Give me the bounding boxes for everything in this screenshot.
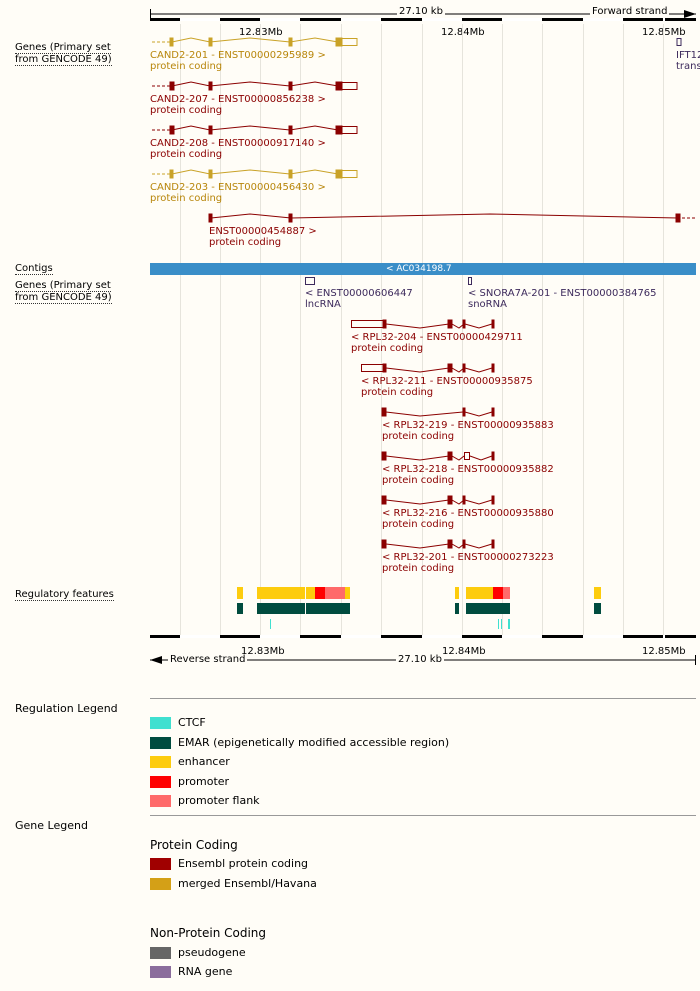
rpl32-218-glyph	[382, 452, 494, 460]
bottom-span-label: 27.10 kb	[396, 654, 444, 665]
cand2-201-name[interactable]: CAND2-201 - ENST00000295989 >	[150, 50, 326, 61]
legend-ctcf-swatch	[150, 717, 171, 729]
cand2-208-biotype: protein coding	[150, 149, 222, 160]
regulation-legend-divider	[150, 698, 696, 699]
cand2-208-name[interactable]: CAND2-208 - ENST00000917140 >	[150, 138, 326, 149]
regulation-legend-title: Regulation Legend	[15, 702, 118, 715]
lncrna-name[interactable]: < ENST00000606447	[305, 288, 413, 299]
snorna-glyph	[469, 278, 472, 285]
enst00000454887-biotype: protein coding	[209, 237, 281, 248]
bottom-strand-label: Reverse strand	[168, 654, 247, 665]
legend-emar-swatch	[150, 737, 171, 749]
track-label-regulatory[interactable]: Regulatory features	[15, 589, 114, 601]
transcript-cand2-208-glyph	[152, 126, 357, 134]
gene-legend-title: Gene Legend	[15, 819, 88, 832]
legend-enhancer-swatch	[150, 756, 171, 768]
transcript-enst00000454887-glyph	[209, 214, 695, 222]
rpl32-211-glyph	[362, 364, 495, 372]
cand2-207-biotype: protein coding	[150, 105, 222, 116]
rpl32-219-glyph	[382, 408, 494, 416]
rpl32-219-biotype: protein coding	[382, 431, 454, 442]
cand2-201-biotype: protein coding	[150, 61, 222, 72]
top-strand-label: Forward strand	[590, 6, 669, 17]
transcript-cand2-207-glyph	[152, 82, 357, 90]
rpl32-201-name[interactable]: < RPL32-201 - ENST00000273223	[382, 552, 554, 563]
rpl32-219-name[interactable]: < RPL32-219 - ENST00000935883	[382, 420, 554, 431]
ift-partial-biotype: trans	[676, 61, 700, 72]
track-label-contigs[interactable]: Contigs	[15, 263, 53, 275]
legend-pseudogene-swatch	[150, 947, 171, 959]
lncrna-glyph	[306, 278, 315, 285]
snorna-name[interactable]: < SNORA7A-201 - ENST00000384765	[468, 288, 657, 299]
forward-transcript-glyphs[interactable]	[150, 34, 698, 230]
gene-legend-divider	[150, 815, 696, 816]
cand2-203-biotype: protein coding	[150, 193, 222, 204]
ift-partial-glyph	[677, 39, 681, 46]
transcript-cand2-203-glyph	[152, 170, 357, 178]
rpl32-211-name[interactable]: < RPL32-211 - ENST00000935875	[361, 376, 533, 387]
rpl32-201-biotype: protein coding	[382, 563, 454, 574]
transcript-cand2-201-glyph	[152, 38, 357, 46]
rpl32-216-glyph	[382, 496, 494, 504]
snorna-biotype: snoRNA	[468, 299, 507, 310]
cand2-207-name[interactable]: CAND2-207 - ENST00000856238 >	[150, 94, 326, 105]
legend-merged-ensembl-havana-swatch	[150, 878, 171, 890]
track-label-genes-forward[interactable]: Genes (Primary set from GENCODE 49)	[15, 42, 135, 66]
rpl32-201-glyph	[382, 540, 494, 548]
rpl32-216-name[interactable]: < RPL32-216 - ENST00000935880	[382, 508, 554, 519]
bottom-tick-3: 12.85Mb	[642, 646, 686, 657]
ift-partial-name[interactable]: IFT12	[676, 50, 700, 61]
legend-promoter-swatch	[150, 776, 171, 788]
legend-promoter-flank-swatch	[150, 795, 171, 807]
regulatory-features[interactable]	[150, 585, 698, 633]
rpl32-204-biotype: protein coding	[351, 343, 423, 354]
protein-coding-heading: Protein Coding	[150, 838, 238, 852]
enst00000454887-name[interactable]: ENST00000454887 >	[209, 226, 317, 237]
legend-ensembl-protein-coding-swatch	[150, 858, 171, 870]
legend-rna-gene-swatch	[150, 966, 171, 978]
non-protein-coding-heading: Non-Protein Coding	[150, 926, 266, 940]
lncrna-biotype: lncRNA	[305, 299, 341, 310]
rpl32-204-name[interactable]: < RPL32-204 - ENST00000429711	[351, 332, 523, 343]
bottom-tick-1: 12.83Mb	[241, 646, 285, 657]
rpl32-204-glyph	[352, 320, 495, 328]
track-label-genes-reverse[interactable]: Genes (Primary set from GENCODE 49)	[15, 280, 135, 304]
rpl32-218-biotype: protein coding	[382, 475, 454, 486]
bottom-tick-2: 12.84Mb	[442, 646, 486, 657]
rpl32-216-biotype: protein coding	[382, 519, 454, 530]
rpl32-218-name[interactable]: < RPL32-218 - ENST00000935882	[382, 464, 554, 475]
rpl32-211-biotype: protein coding	[361, 387, 433, 398]
cand2-203-name[interactable]: CAND2-203 - ENST00000456430 >	[150, 182, 326, 193]
top-span-label: 27.10 kb	[397, 6, 445, 17]
